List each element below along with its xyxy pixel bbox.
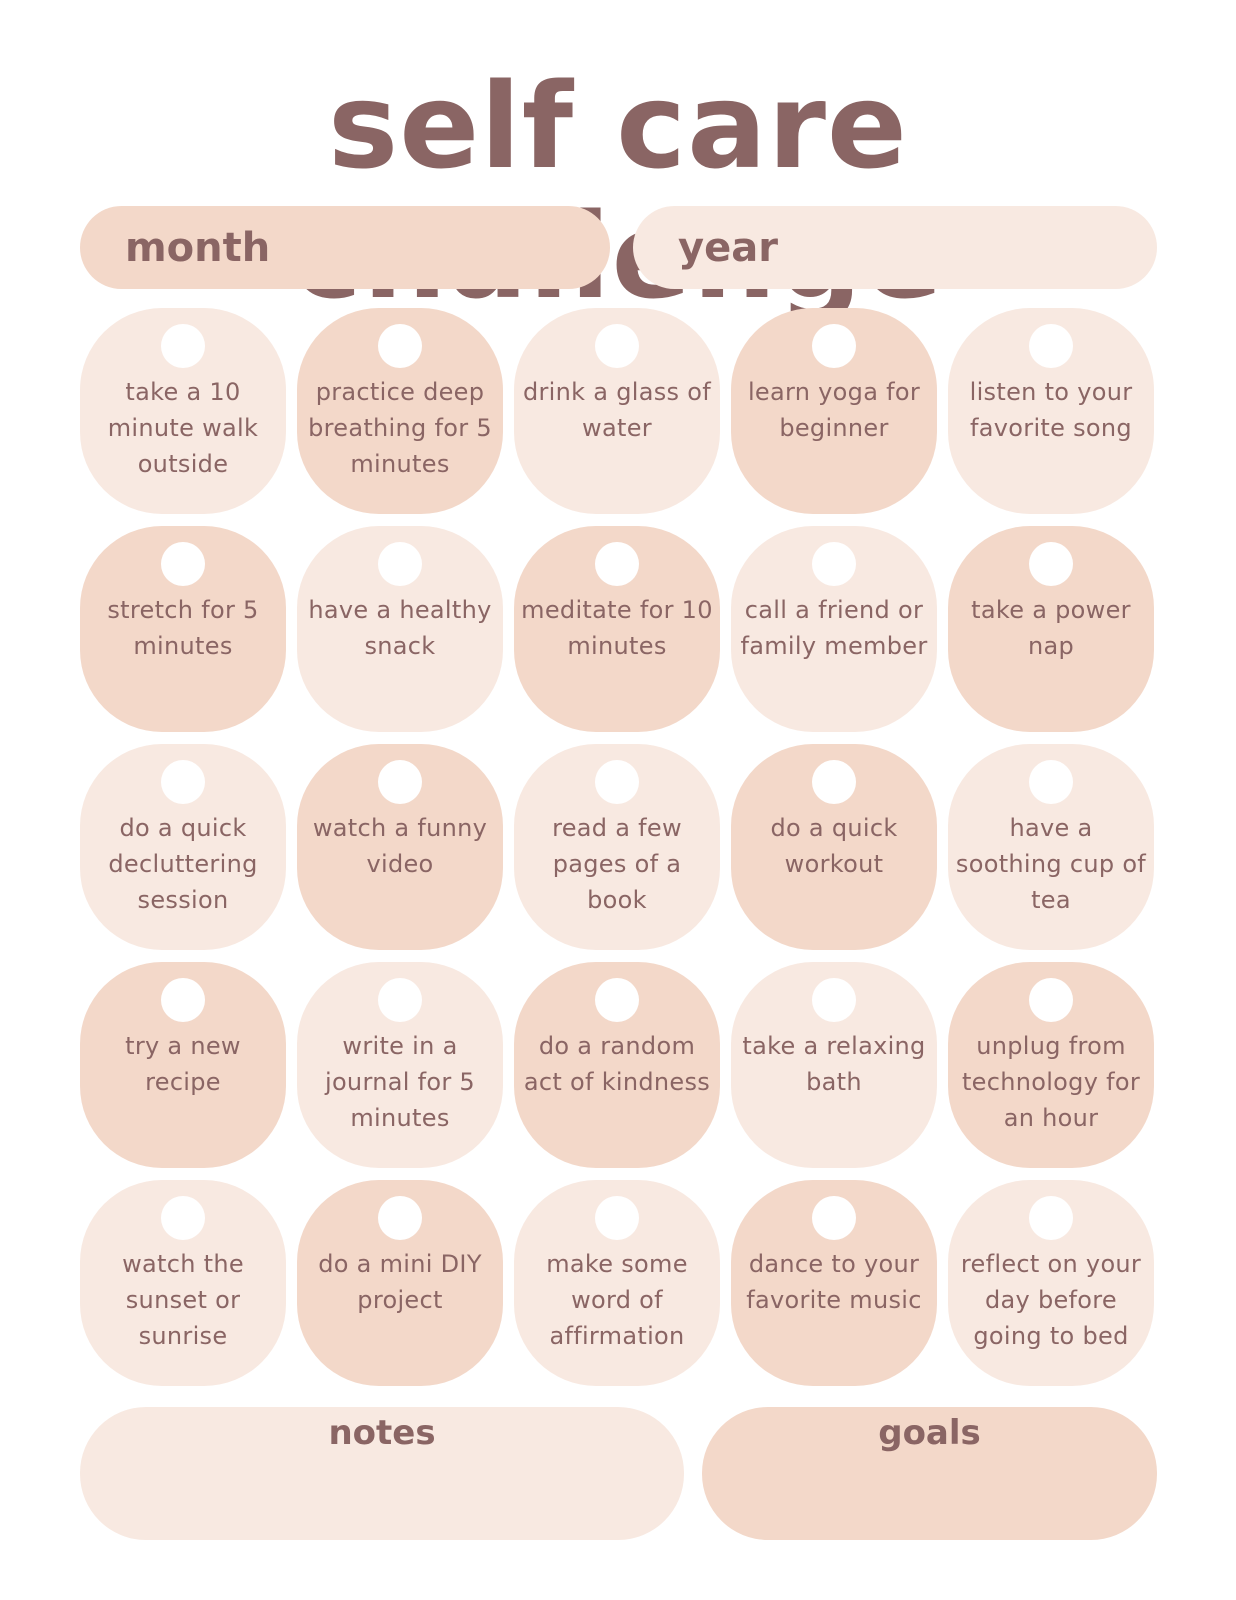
tile-checkbox[interactable]	[378, 1196, 422, 1240]
tile-checkbox[interactable]	[161, 542, 205, 586]
tile-task-text: unplug from technology for an hour	[961, 1032, 1141, 1132]
tile-task-text: stretch for 5 minutes	[107, 596, 259, 660]
tile-checkbox[interactable]	[812, 978, 856, 1022]
tile-task-text: do a quick decluttering session	[108, 814, 258, 914]
tile-checkbox[interactable]	[378, 542, 422, 586]
challenge-tile: watch a funny video	[297, 744, 503, 950]
tile-task-text: listen to your favorite song	[969, 378, 1133, 442]
challenge-tile: make some word of affirmation	[514, 1180, 720, 1386]
tile-checkbox[interactable]	[595, 760, 639, 804]
challenge-tile: dance to your favorite music	[731, 1180, 937, 1386]
tile-checkbox[interactable]	[378, 760, 422, 804]
challenge-tile: take a power nap	[948, 526, 1154, 732]
notes-box[interactable]: notes	[80, 1407, 684, 1540]
notes-label: notes	[328, 1413, 436, 1453]
tile-task-text: take a relaxing bath	[742, 1032, 926, 1096]
challenge-tile: stretch for 5 minutes	[80, 526, 286, 732]
challenge-tile: write in a journal for 5 minutes	[297, 962, 503, 1168]
tile-checkbox[interactable]	[1029, 760, 1073, 804]
challenge-tile: do a quick decluttering session	[80, 744, 286, 950]
tile-task-text: watch a funny video	[312, 814, 488, 878]
year-label: year	[678, 224, 778, 271]
tile-checkbox[interactable]	[378, 978, 422, 1022]
tile-checkbox[interactable]	[378, 324, 422, 368]
tile-task-text: write in a journal for 5 minutes	[324, 1032, 476, 1132]
challenge-tile: try a new recipe	[80, 962, 286, 1168]
tile-task-text: dance to your favorite music	[746, 1250, 922, 1314]
goals-label: goals	[878, 1413, 981, 1453]
tile-checkbox[interactable]	[812, 760, 856, 804]
tile-task-text: read a few pages of a book	[552, 814, 682, 914]
tile-task-text: take a power nap	[971, 596, 1131, 660]
tile-task-text: practice deep breathing for 5 minutes	[308, 378, 492, 478]
tile-task-text: reflect on your day before going to bed	[960, 1250, 1142, 1350]
tile-checkbox[interactable]	[595, 978, 639, 1022]
tile-checkbox[interactable]	[812, 542, 856, 586]
challenge-tile: have a healthy snack	[297, 526, 503, 732]
challenge-tile: watch the sunset or sunrise	[80, 1180, 286, 1386]
year-field[interactable]: year	[633, 206, 1157, 289]
challenge-tile: have a soothing cup of tea	[948, 744, 1154, 950]
tile-task-text: watch the sunset or sunrise	[122, 1250, 244, 1350]
tile-task-text: meditate for 10 minutes	[521, 596, 713, 660]
tile-checkbox[interactable]	[1029, 978, 1073, 1022]
challenge-grid: take a 10 minute walk outside practice de…	[80, 308, 1157, 1386]
challenge-tile: drink a glass of water	[514, 308, 720, 514]
tile-task-text: have a healthy snack	[308, 596, 492, 660]
tile-checkbox[interactable]	[595, 1196, 639, 1240]
challenge-tile: do a quick workout	[731, 744, 937, 950]
goals-box[interactable]: goals	[702, 1407, 1157, 1540]
challenge-tile: take a 10 minute walk outside	[80, 308, 286, 514]
challenge-tile: learn yoga for beginner	[731, 308, 937, 514]
tile-checkbox[interactable]	[161, 760, 205, 804]
tile-task-text: take a 10 minute walk outside	[107, 378, 259, 478]
tile-checkbox[interactable]	[161, 1196, 205, 1240]
challenge-tile: do a random act of kindness	[514, 962, 720, 1168]
tile-task-text: call a friend or family member	[740, 596, 928, 660]
challenge-tile: take a relaxing bath	[731, 962, 937, 1168]
tile-task-text: do a random act of kindness	[523, 1032, 711, 1096]
challenge-tile: reflect on your day before going to bed	[948, 1180, 1154, 1386]
tile-checkbox[interactable]	[812, 1196, 856, 1240]
tile-checkbox[interactable]	[161, 978, 205, 1022]
challenge-tile: unplug from technology for an hour	[948, 962, 1154, 1168]
challenge-tile: listen to your favorite song	[948, 308, 1154, 514]
challenge-tile: meditate for 10 minutes	[514, 526, 720, 732]
tile-checkbox[interactable]	[1029, 1196, 1073, 1240]
month-field[interactable]: month	[80, 206, 610, 289]
tile-checkbox[interactable]	[1029, 324, 1073, 368]
challenge-tile: do a mini DIY project	[297, 1180, 503, 1386]
month-label: month	[125, 224, 271, 271]
tile-task-text: make some word of affirmation	[546, 1250, 688, 1350]
tile-checkbox[interactable]	[1029, 542, 1073, 586]
challenge-tile: practice deep breathing for 5 minutes	[297, 308, 503, 514]
tile-task-text: do a quick workout	[770, 814, 898, 878]
tile-checkbox[interactable]	[161, 324, 205, 368]
tile-task-text: learn yoga for beginner	[747, 378, 921, 442]
tile-task-text: do a mini DIY project	[318, 1250, 482, 1314]
tile-checkbox[interactable]	[595, 542, 639, 586]
tile-task-text: drink a glass of water	[522, 378, 712, 442]
challenge-tile: call a friend or family member	[731, 526, 937, 732]
tile-task-text: try a new recipe	[125, 1032, 241, 1096]
challenge-tile: read a few pages of a book	[514, 744, 720, 950]
tile-checkbox[interactable]	[812, 324, 856, 368]
tile-checkbox[interactable]	[595, 324, 639, 368]
tile-task-text: have a soothing cup of tea	[955, 814, 1147, 914]
